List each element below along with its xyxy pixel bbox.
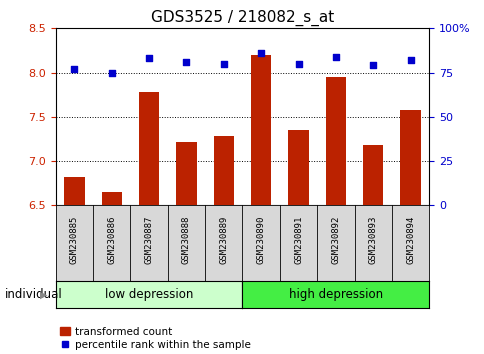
Text: high depression: high depression	[288, 288, 382, 301]
Text: low depression: low depression	[105, 288, 193, 301]
Text: GSM230893: GSM230893	[368, 215, 377, 264]
Point	[71, 66, 78, 72]
Point	[406, 57, 413, 63]
Text: GSM230891: GSM230891	[293, 215, 302, 264]
Bar	[362, 145, 383, 205]
Point	[257, 50, 265, 56]
Point	[107, 70, 115, 75]
Point	[182, 59, 190, 65]
Text: GSM230887: GSM230887	[144, 215, 153, 264]
Text: GSM230888: GSM230888	[182, 215, 191, 264]
Point	[331, 54, 339, 59]
Text: GSM230894: GSM230894	[405, 215, 414, 264]
Bar	[64, 177, 85, 205]
Text: GSM230890: GSM230890	[256, 215, 265, 264]
Text: GSM230889: GSM230889	[219, 215, 228, 264]
Bar	[213, 136, 234, 205]
Bar	[138, 92, 159, 205]
Text: individual: individual	[5, 288, 62, 301]
Bar	[250, 55, 271, 205]
Text: GSM230886: GSM230886	[107, 215, 116, 264]
Bar	[101, 192, 122, 205]
Bar	[325, 77, 346, 205]
Point	[145, 56, 153, 61]
Point	[369, 63, 377, 68]
Text: GSM230885: GSM230885	[70, 215, 79, 264]
Legend: transformed count, percentile rank within the sample: transformed count, percentile rank withi…	[56, 322, 254, 354]
Bar	[399, 110, 420, 205]
Text: GSM230892: GSM230892	[331, 215, 340, 264]
Point	[294, 61, 302, 67]
Bar	[176, 142, 197, 205]
Bar	[287, 130, 308, 205]
Title: GDS3525 / 218082_s_at: GDS3525 / 218082_s_at	[151, 9, 333, 25]
Text: ▶: ▶	[40, 290, 47, 300]
Point	[219, 61, 227, 67]
